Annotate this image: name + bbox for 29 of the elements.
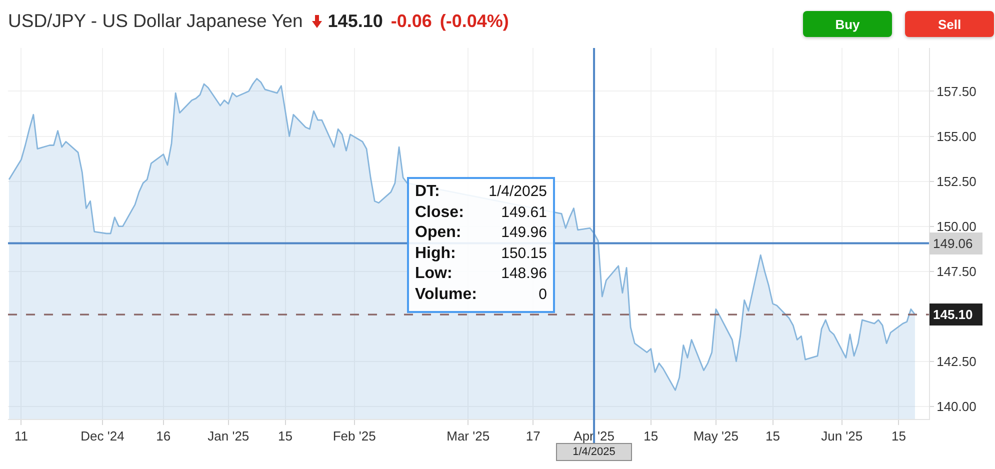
x-tick-label: Jun '25 (821, 428, 863, 444)
x-tick-label: 16 (156, 428, 171, 444)
button: Buy (803, 11, 892, 37)
x-tick-label: 11 (14, 428, 28, 444)
y-tick-label: 147.50 (936, 264, 976, 279)
x-tick-label: 15 (278, 428, 293, 444)
chart-title: USD/JPY - US Dollar Japanese Yen (8, 10, 303, 32)
text: 145.10 (328, 10, 383, 32)
x-tick-label: May '25 (693, 428, 738, 444)
x-tick-label: 15 (644, 428, 658, 444)
x-tick-label: Jan '25 (208, 428, 250, 444)
ref-line-label: 145.10 (933, 307, 973, 322)
text: -0.06 (-0.04%) (390, 10, 509, 32)
x-tick-label: 15 (891, 428, 906, 444)
y-tick-label: 140.00 (936, 398, 976, 414)
y-tick-label: 142.50 (936, 354, 976, 369)
tooltip-box: DT: 1/4/2025 Close: 149.61 Open: 149.96 High: 150.15 Low: 148.96 Volume: 0 (407, 177, 555, 313)
y-tick-label: 152.50 (936, 174, 976, 189)
y-tick-label: 155.00 (936, 128, 976, 144)
y-tick-label: 150.00 (936, 218, 976, 234)
x-tick-label: 17 (526, 428, 540, 444)
x-tick-label: 15 (766, 428, 780, 444)
x-tick-label: Mar '25 (446, 428, 490, 444)
ref-line-label: 149.06 (933, 236, 973, 251)
ref-line-label: 1/4/2025 (572, 446, 616, 458)
y-tick-label: 157.50 (936, 84, 976, 99)
x-tick-label: Dec '24 (80, 428, 124, 444)
button: Sell (905, 11, 994, 37)
x-tick-label: Feb '25 (332, 428, 376, 444)
